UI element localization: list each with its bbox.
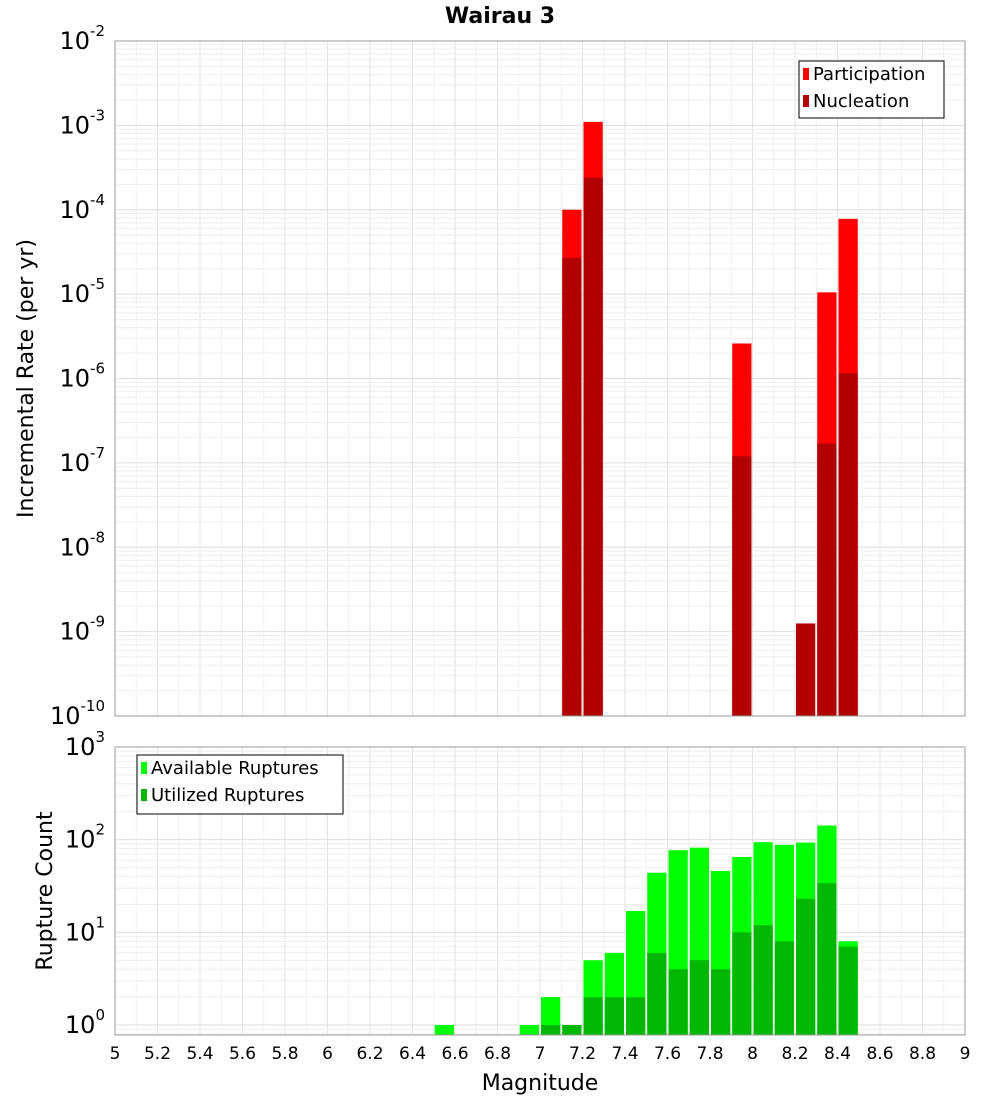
x-tick-label: 6.2 (356, 1044, 383, 1064)
y-tick-label: 10-7 (59, 444, 105, 477)
bar-utilized-ruptures (668, 969, 688, 1035)
y-tick-label: 100 (65, 1006, 105, 1039)
bar-utilized-ruptures (562, 1025, 582, 1035)
x-tick-label: 6.4 (399, 1044, 426, 1064)
bar-utilized-ruptures (604, 997, 624, 1035)
top-legend-box (798, 60, 945, 119)
bar-nucleation (583, 177, 603, 716)
y-tick-label: 103 (65, 728, 105, 761)
top-legend: Participation Nucleation (798, 60, 945, 119)
legend-label-nucleation: Nucleation (813, 91, 909, 112)
bottom-legend: Available Ruptures Utilized Ruptures (136, 754, 344, 815)
bar-utilized-ruptures (732, 932, 752, 1035)
top-y-tick-labels: 10-10 10-9 10-8 10-7 10-6 10-5 10-4 10-3 10-2 (50, 22, 105, 730)
x-tick-label: 8.8 (909, 1044, 936, 1064)
y-tick-label: 10-2 (59, 22, 105, 55)
bottom-y-tick-labels: 100 101 102 103 (65, 728, 105, 1039)
y-tick-label: 10-3 (59, 106, 105, 139)
bottom-panel: 100 101 102 103 5 5.2 5.4 5.6 5.8 6 6.2 6.4 6.6 6.8 7… (33, 728, 970, 1096)
bottom-bars (434, 825, 858, 1035)
bar-utilized-ruptures (711, 969, 731, 1035)
bar-utilized-ruptures (774, 941, 794, 1035)
bar-nucleation (562, 257, 582, 716)
bar-nucleation (796, 623, 816, 716)
chart-title: Wairau 3 (445, 4, 555, 29)
x-tick-labels: 5 5.2 5.4 5.6 5.8 6 6.2 6.4 6.6 6.8 7 7.2 7.4 7.6 7.8 8… (110, 1044, 971, 1064)
x-tick-label: 5.8 (271, 1044, 298, 1064)
x-tick-label: 6 (322, 1044, 333, 1064)
x-tick-label: 6.8 (484, 1044, 511, 1064)
bar-utilized-ruptures (838, 946, 858, 1035)
bottom-y-axis-title: Rupture Count (33, 811, 58, 971)
x-tick-label: 7.4 (611, 1044, 638, 1064)
x-tick-label: 5.6 (229, 1044, 256, 1064)
bar-utilized-ruptures (583, 997, 603, 1035)
y-tick-label: 10-10 (50, 697, 105, 730)
bar-utilized-ruptures (541, 1025, 561, 1035)
top-y-axis-title: Incremental Rate (per yr) (14, 239, 39, 518)
bar-available-ruptures (434, 1025, 454, 1035)
bar-nucleation (838, 373, 858, 716)
x-tick-label: 5 (110, 1044, 121, 1064)
bar-nucleation (732, 456, 752, 716)
y-tick-label: 10-4 (59, 191, 105, 224)
top-plot-frame (114, 40, 966, 717)
x-tick-label: 7.6 (654, 1044, 681, 1064)
bar-utilized-ruptures (753, 924, 773, 1035)
x-tick-label: 5.2 (144, 1044, 171, 1064)
y-tick-label: 10-5 (59, 275, 105, 308)
legend-swatch-nucleation (803, 95, 809, 107)
bar-nucleation (817, 443, 837, 716)
bar-utilized-ruptures (689, 960, 709, 1035)
y-tick-label: 101 (65, 913, 105, 946)
bar-utilized-ruptures (647, 952, 667, 1035)
x-tick-label: 7.8 (696, 1044, 723, 1064)
bar-utilized-ruptures (796, 898, 816, 1035)
y-tick-label: 10-9 (59, 613, 105, 646)
legend-swatch-participation (803, 68, 809, 80)
x-tick-label: 8.2 (781, 1044, 808, 1064)
x-tick-label: 7.2 (569, 1044, 596, 1064)
top-bars (562, 121, 858, 716)
y-tick-label: 102 (65, 821, 105, 854)
legend-label-available-ruptures: Available Ruptures (151, 758, 319, 779)
x-tick-label: 8 (747, 1044, 758, 1064)
top-gridlines (114, 41, 966, 717)
x-tick-label: 8.4 (824, 1044, 851, 1064)
legend-swatch-available-ruptures (141, 762, 147, 774)
x-tick-label: 8.6 (866, 1044, 893, 1064)
legend-label-utilized-ruptures: Utilized Ruptures (151, 785, 304, 806)
y-tick-label: 10-6 (59, 360, 105, 393)
x-tick-label: 5.4 (186, 1044, 213, 1064)
top-panel: 10-10 10-9 10-8 10-7 10-6 10-5 10-4 10-3 10-2 In… (14, 22, 966, 730)
x-tick-label: 6.6 (441, 1044, 468, 1064)
x-tick-label: 7 (535, 1044, 546, 1064)
bottom-legend-box (136, 754, 344, 815)
y-tick-label: 10-8 (59, 528, 105, 561)
legend-swatch-utilized-ruptures (141, 789, 147, 801)
bottom-plot-frame (114, 746, 966, 1036)
bar-utilized-ruptures (817, 883, 837, 1035)
legend-label-participation: Participation (813, 64, 925, 85)
x-axis-title: Magnitude (482, 1071, 599, 1096)
bar-utilized-ruptures (626, 997, 646, 1035)
x-tick-label: 9 (960, 1044, 971, 1064)
bar-available-ruptures (519, 1025, 539, 1035)
